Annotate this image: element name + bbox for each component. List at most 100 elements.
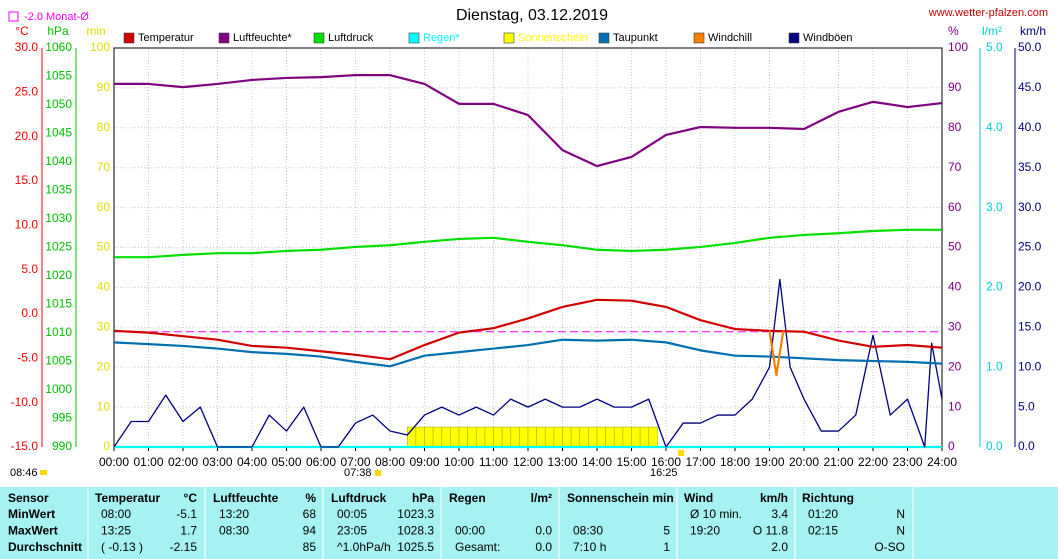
y-tick-label: 30.0 <box>15 40 39 54</box>
y-tick-label: 45.0 <box>1018 80 1042 94</box>
table-header: Temperatur <box>95 491 160 505</box>
row-label: MinWert <box>8 507 55 521</box>
sunshine-bar <box>622 426 632 448</box>
legend-swatch <box>693 32 705 44</box>
legend-label: Windchill <box>708 32 752 44</box>
table-header: Sensor <box>8 491 49 505</box>
y-tick-label: 1045 <box>45 126 72 140</box>
cell-right: N <box>896 507 905 521</box>
x-tick-label: 17:00 <box>685 455 715 469</box>
sunshine-bar <box>484 426 494 448</box>
y-tick-label: 25.0 <box>1018 240 1042 254</box>
axis-unit: l/m² <box>982 24 1002 38</box>
sunrise: 07:38 <box>344 467 372 479</box>
x-tick-label: 12:00 <box>513 455 543 469</box>
cell-right: O-SO <box>874 540 905 554</box>
y-tick-label: 1010 <box>45 325 72 339</box>
sunshine-bar <box>596 426 606 448</box>
x-tick-label: 11:00 <box>479 455 508 469</box>
chart-title: Dienstag, 03.12.2019 <box>456 7 608 24</box>
source: www.wetter-pfalzen.com <box>928 7 1048 19</box>
y-tick-label: 50 <box>97 240 111 254</box>
y-tick-label: 25.0 <box>15 85 39 99</box>
sunshine-bar <box>441 426 451 448</box>
row-label: MaxWert <box>8 524 58 538</box>
y-tick-label: 995 <box>52 411 72 425</box>
y-tick-label: 0.0 <box>1018 439 1035 453</box>
y-tick-label: 5.0 <box>21 262 38 276</box>
y-tick-label: 3.0 <box>986 200 1003 214</box>
cell-left: 08:30 <box>219 524 249 538</box>
sunset: 16:25 <box>650 467 678 479</box>
x-tick-label: 05:00 <box>271 455 301 469</box>
y-tick-label: 30 <box>948 319 962 333</box>
cell-left: 7:10 h <box>573 540 606 554</box>
cell-left: 08:30 <box>573 524 603 538</box>
y-tick-label: 40 <box>97 280 111 294</box>
y-tick-label: 35.0 <box>1018 160 1042 174</box>
y-tick-label: 0.0 <box>986 439 1003 453</box>
cell-right: 1 <box>663 540 670 554</box>
legend-label: Luftfeuchte* <box>233 32 292 44</box>
sunshine-bar <box>527 426 537 448</box>
x-tick-label: 24:00 <box>927 455 957 469</box>
y-tick-label: 60 <box>97 200 111 214</box>
y-tick-label: 5.0 <box>1018 399 1035 413</box>
x-tick-label: 01:00 <box>133 455 163 469</box>
x-tick-label: 03:00 <box>202 455 232 469</box>
x-tick-label: 21:00 <box>823 455 853 469</box>
table-header: Regen <box>449 491 486 505</box>
y-tick-label: 0 <box>103 439 110 453</box>
x-tick-label: 20:00 <box>789 455 819 469</box>
legend-swatch <box>598 32 610 44</box>
sunshine-bar <box>501 426 512 448</box>
legend-swatch <box>218 32 230 44</box>
series-line <box>113 298 943 361</box>
y-tick-label: 0.0 <box>21 306 38 320</box>
legend-swatch <box>313 32 325 44</box>
y-tick-label: 50.0 <box>1018 40 1042 54</box>
sunshine-bar <box>536 426 546 448</box>
x-tick-label: 07:00 <box>340 455 370 469</box>
series-line <box>113 278 943 448</box>
y-tick-label: 30.0 <box>1018 200 1042 214</box>
cell-right: 0.0 <box>535 524 552 538</box>
row-label: Durchschnitt <box>8 540 82 554</box>
y-tick-label: 20.0 <box>1018 280 1042 294</box>
sunshine-bar <box>579 426 589 448</box>
series-line <box>113 338 943 368</box>
y-tick-label: 1030 <box>45 211 72 225</box>
y-tick-label: 100 <box>948 40 968 54</box>
table-background <box>0 487 1058 559</box>
cell-left: 19:20 <box>690 524 720 538</box>
cell-left: 13:25 <box>101 524 131 538</box>
cell-left: 01:20 <box>808 507 838 521</box>
cell-right: 3.4 <box>771 507 788 521</box>
legend-label: Taupunkt <box>613 32 658 44</box>
x-tick-label: 10:00 <box>444 455 474 469</box>
table-header: Luftfeuchte <box>213 491 279 505</box>
series-line <box>114 228 942 259</box>
sunshine-bar <box>588 426 598 448</box>
y-tick-label: 80 <box>97 120 111 134</box>
sunshine-bar <box>639 426 650 448</box>
y-tick-label: 1050 <box>45 97 72 111</box>
y-tick-label: 1015 <box>45 297 72 311</box>
y-tick-label: 100 <box>90 40 110 54</box>
y-tick-label: 70 <box>948 160 962 174</box>
x-tick-label: 13:00 <box>547 455 577 469</box>
table-header-unit: °C <box>184 491 198 505</box>
sunshine-bar <box>415 426 425 448</box>
legend-label: Sonnenschein <box>518 32 588 44</box>
x-tick-label: 08:00 <box>375 455 405 469</box>
x-tick-label: 23:00 <box>892 455 922 469</box>
y-tick-label: 20.0 <box>15 129 39 143</box>
legend-swatch <box>408 32 420 44</box>
y-tick-label: 1025 <box>45 240 72 254</box>
axis-unit: °C <box>15 24 29 38</box>
y-tick-label: 990 <box>52 439 72 453</box>
mean-label: -2.0 Monat-Ø <box>24 11 89 23</box>
sunshine-bar <box>432 426 443 448</box>
cell-left: 00:05 <box>337 507 367 521</box>
